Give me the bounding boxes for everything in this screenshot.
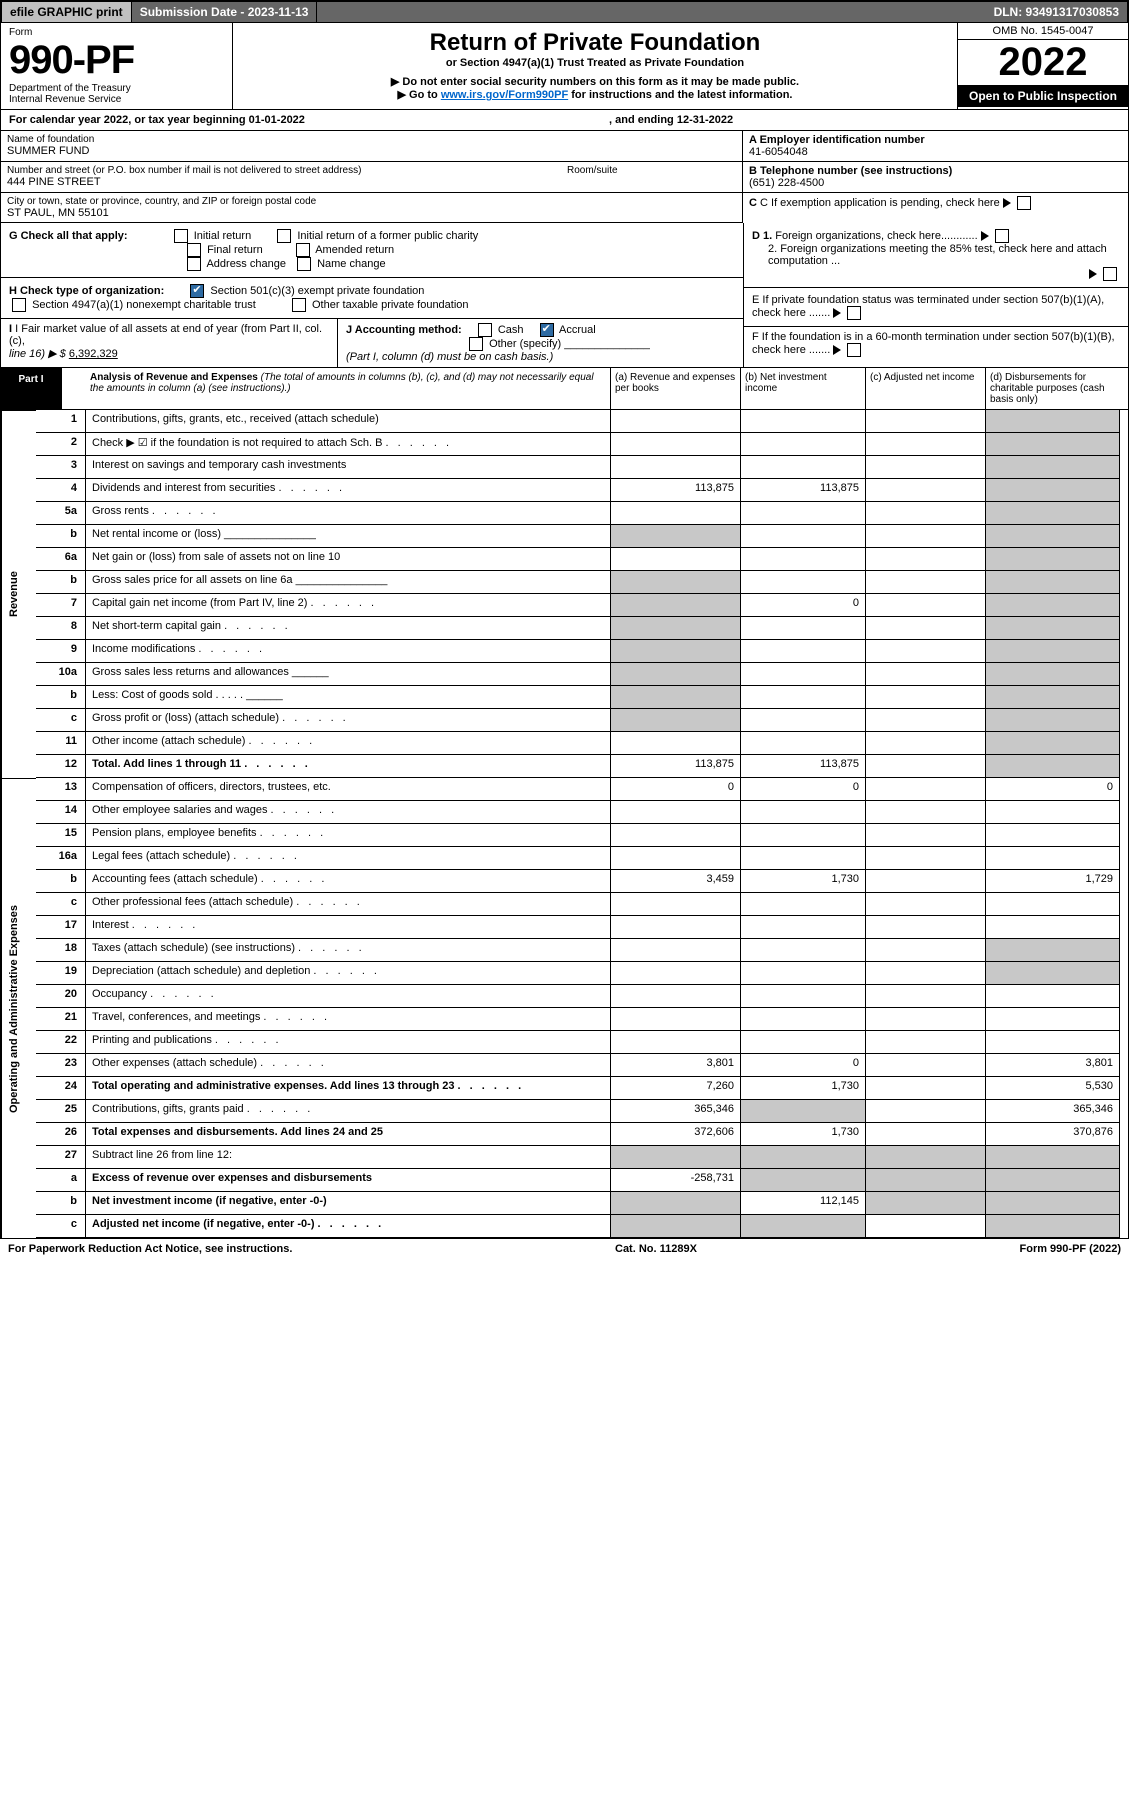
- form-label: Form: [9, 27, 224, 38]
- part-i-header: Part I Analysis of Revenue and Expenses …: [1, 368, 1128, 410]
- section-j: J Accounting method: Cash Accrual Other …: [338, 319, 743, 367]
- name-cell: Name of foundation SUMMER FUND: [1, 131, 743, 162]
- e-checkbox[interactable]: [847, 306, 861, 320]
- footer-formno: Form 990-PF (2022): [1020, 1243, 1121, 1255]
- omb-number: OMB No. 1545-0047: [958, 23, 1128, 40]
- dln-label: DLN: 93491317030853: [986, 2, 1127, 22]
- section-h: H Check type of organization: Section 50…: [1, 278, 743, 319]
- g-address-change[interactable]: [187, 257, 201, 271]
- city-value: ST PAUL, MN 55101: [7, 207, 736, 219]
- title-block: Return of Private Foundation or Section …: [233, 23, 957, 109]
- bullet-2: ▶ Go to www.irs.gov/Form990PF for instru…: [245, 88, 945, 101]
- f-checkbox[interactable]: [847, 343, 861, 357]
- section-d: D 1. Foreign organizations, check here..…: [744, 223, 1128, 288]
- form-id-block: Form 990-PF Department of the Treasury I…: [1, 23, 233, 109]
- h-501c3[interactable]: [190, 284, 204, 298]
- h-other-taxable[interactable]: [292, 298, 306, 312]
- ein-value: 41-6054048: [749, 146, 808, 158]
- g-amended[interactable]: [296, 243, 310, 257]
- foundation-name: SUMMER FUND: [7, 145, 736, 157]
- d2-checkbox[interactable]: [1103, 267, 1117, 281]
- j-accrual[interactable]: [540, 323, 554, 337]
- calendar-year-b: , and ending 12-31-2022: [609, 114, 733, 126]
- col-a-header: (a) Revenue and expenses per books: [611, 368, 741, 409]
- tel-cell: B Telephone number (see instructions) (6…: [743, 162, 1128, 193]
- open-to-public: Open to Public Inspection: [958, 85, 1128, 107]
- form990pf-link[interactable]: www.irs.gov/Form990PF: [441, 89, 568, 101]
- submission-date: Submission Date - 2023-11-13: [132, 2, 318, 22]
- form-title: Return of Private Foundation: [245, 29, 945, 57]
- col-b-header: (b) Net investment income: [741, 368, 866, 409]
- calendar-year-a: For calendar year 2022, or tax year begi…: [9, 114, 609, 126]
- g-initial-former[interactable]: [277, 229, 291, 243]
- c-checkbox[interactable]: [1017, 196, 1031, 210]
- analysis-table: Revenue1Contributions, gifts, grants, et…: [1, 410, 1128, 1238]
- topbar-fill: [317, 2, 985, 22]
- street-value: 444 PINE STREET: [7, 176, 736, 188]
- h-4947[interactable]: [12, 298, 26, 312]
- city-cell: City or town, state or province, country…: [1, 193, 743, 223]
- section-e: E If private foundation status was termi…: [744, 288, 1128, 327]
- bullet-1: ▶ Do not enter social security numbers o…: [245, 75, 945, 88]
- section-f: F If the foundation is in a 60-month ter…: [744, 327, 1128, 361]
- year-block: OMB No. 1545-0047 2022 Open to Public In…: [957, 23, 1128, 109]
- footer-paperwork: For Paperwork Reduction Act Notice, see …: [8, 1243, 292, 1255]
- irs-label: Internal Revenue Service: [9, 94, 224, 105]
- g-name-change[interactable]: [297, 257, 311, 271]
- col-d-header: (d) Disbursements for charitable purpose…: [986, 368, 1120, 409]
- g-initial-return[interactable]: [174, 229, 188, 243]
- footer-catno: Cat. No. 11289X: [615, 1243, 697, 1255]
- tax-year: 2022: [958, 40, 1128, 85]
- section-g: G Check all that apply: Initial return I…: [1, 223, 743, 278]
- dept-label: Department of the Treasury: [9, 83, 224, 94]
- d1-checkbox[interactable]: [995, 229, 1009, 243]
- j-cash[interactable]: [478, 323, 492, 337]
- fmv-value: 6,392,329: [69, 348, 118, 360]
- ein-cell: A Employer identification number 41-6054…: [743, 131, 1128, 162]
- street-cell: Number and street (or P.O. box number if…: [1, 162, 743, 193]
- efile-button[interactable]: efile GRAPHIC print: [2, 2, 132, 22]
- tel-value: (651) 228-4500: [749, 177, 824, 189]
- j-other[interactable]: [469, 337, 483, 351]
- form-subtitle: or Section 4947(a)(1) Trust Treated as P…: [245, 57, 945, 69]
- section-i: I I Fair market value of all assets at e…: [1, 319, 338, 367]
- g-final-return[interactable]: [187, 243, 201, 257]
- c-pending-cell: C C If exemption application is pending,…: [743, 193, 1128, 223]
- page-footer: For Paperwork Reduction Act Notice, see …: [0, 1239, 1129, 1259]
- col-c-header: (c) Adjusted net income: [866, 368, 986, 409]
- form-number: 990-PF: [9, 38, 224, 83]
- top-bar: efile GRAPHIC print Submission Date - 20…: [1, 1, 1128, 23]
